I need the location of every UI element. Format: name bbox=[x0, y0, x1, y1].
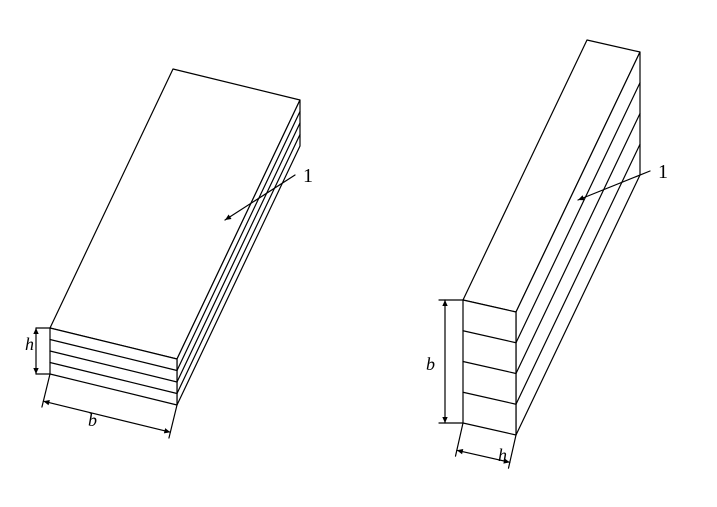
right-dim-b-label: b bbox=[426, 354, 435, 374]
left-beam-annotation-label: 1 bbox=[303, 165, 313, 187]
left-dim-h-label: h bbox=[25, 334, 34, 354]
left-dim-b-label: b bbox=[88, 410, 97, 430]
technical-diagram: 1 h b 1 b h bbox=[0, 0, 717, 507]
right-beam-annotation-label: 1 bbox=[658, 161, 668, 183]
right-dim-h-label: h bbox=[498, 445, 507, 465]
